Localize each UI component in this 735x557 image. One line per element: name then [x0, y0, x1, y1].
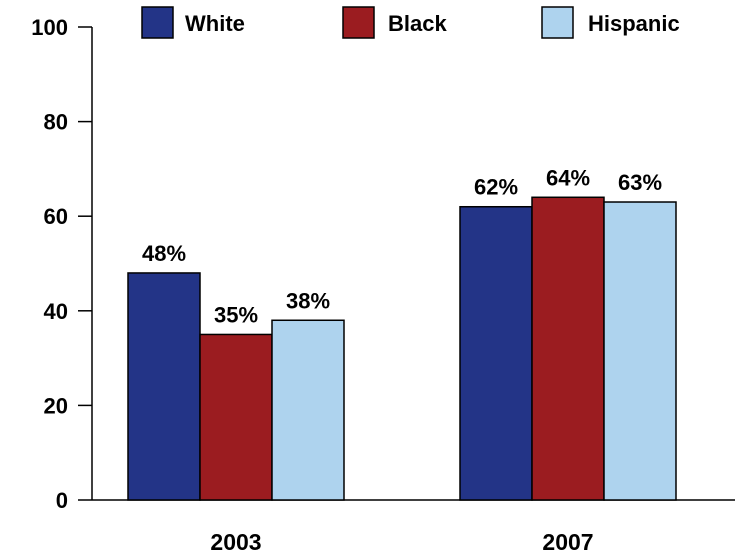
- bar-hispanic-2007: [603, 201, 677, 501]
- data-label-black-2003: 35%: [214, 302, 258, 327]
- y-tick-label-20: 20: [44, 393, 68, 418]
- bar-white-2007: [459, 205, 533, 501]
- legend-swatch-black: [342, 6, 375, 39]
- data-label-hispanic-2003: 38%: [286, 288, 330, 313]
- legend-swatch-white: [141, 6, 174, 39]
- legend: White Black Hispanic: [141, 6, 680, 39]
- y-tick-label-60: 60: [44, 204, 68, 229]
- data-label-white-2003: 48%: [142, 241, 186, 266]
- bar-black-2003: [199, 333, 273, 501]
- bar-hispanic-2003: [271, 319, 345, 501]
- x-category-label-2007: 2007: [542, 529, 593, 555]
- legend-label-hispanic: Hispanic: [588, 11, 680, 36]
- legend-label-white: White: [185, 11, 245, 36]
- legend-label-black: Black: [388, 11, 447, 36]
- x-category-label-2003: 2003: [210, 529, 261, 555]
- data-label-hispanic-2007: 63%: [618, 170, 662, 195]
- data-label-black-2007: 64%: [546, 165, 590, 190]
- y-tick-label-80: 80: [44, 110, 68, 135]
- y-tick-label-40: 40: [44, 299, 68, 324]
- bar-white-2003: [127, 272, 201, 501]
- bar-black-2007: [531, 196, 605, 501]
- y-tick-label-0: 0: [56, 488, 68, 513]
- legend-swatch-hispanic: [541, 6, 574, 39]
- data-label-white-2007: 62%: [474, 175, 518, 200]
- y-tick-label-100: 100: [31, 15, 68, 40]
